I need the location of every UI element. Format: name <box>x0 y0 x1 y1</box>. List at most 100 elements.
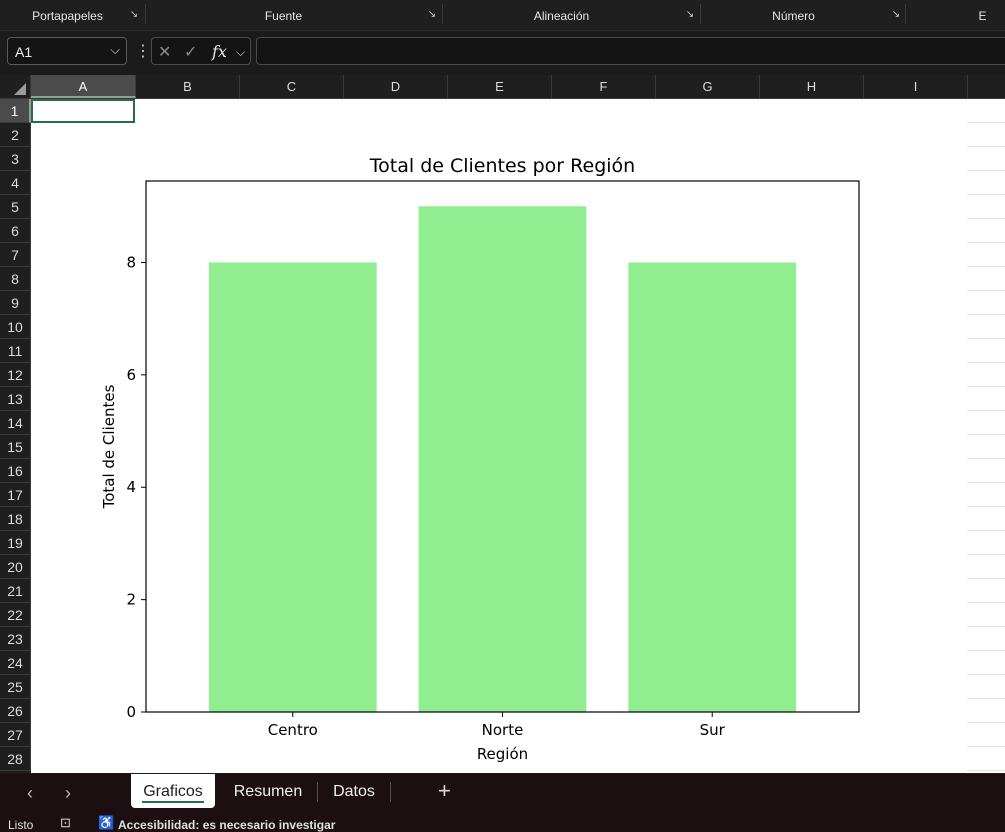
row-header-26[interactable]: 26 <box>0 699 31 723</box>
row-header-28[interactable]: 28 <box>0 747 31 771</box>
formula-bar: A1 ⌵ ⋮ ✕ ✓ fx ⌵ <box>0 31 1005 73</box>
tab-divider <box>317 782 318 802</box>
row-header-27[interactable]: 27 <box>0 723 31 747</box>
row-header-1[interactable]: 1 <box>0 99 31 123</box>
column-header-d[interactable]: D <box>344 75 448 98</box>
status-text: Listo <box>8 818 34 832</box>
chart-title: Total de Clientes por Región <box>369 155 635 177</box>
tab-resumen[interactable]: Resumen <box>220 774 316 808</box>
status-bar: Listo ⊡ ♿ Accesibilidad: es necesario in… <box>0 812 1005 832</box>
ribbon-group-styles: E <box>978 9 987 23</box>
row-header-21[interactable]: 21 <box>0 579 31 603</box>
accessibility-icon[interactable]: ♿ <box>98 815 115 830</box>
row-header-22[interactable]: 22 <box>0 603 31 627</box>
number-launcher-icon[interactable]: ↘ <box>891 9 901 20</box>
column-header-j[interactable] <box>968 75 1005 98</box>
tab-label: Datos <box>333 783 375 800</box>
column-header-b[interactable]: B <box>136 75 240 98</box>
name-box-value: A1 <box>15 44 33 60</box>
select-all-button[interactable] <box>0 75 31 98</box>
ribbon-divider <box>700 4 701 24</box>
row-header-9[interactable]: 9 <box>0 291 31 315</box>
y-tick-label: 2 <box>126 591 136 609</box>
macro-record-icon[interactable]: ⊡ <box>60 815 71 830</box>
row-header-3[interactable]: 3 <box>0 147 31 171</box>
row-header-15[interactable]: 15 <box>0 435 31 459</box>
more-options-icon[interactable]: ⋮ <box>135 43 151 60</box>
row-header-5[interactable]: 5 <box>0 195 31 219</box>
x-tick-label: Centro <box>268 721 318 739</box>
chevron-down-icon[interactable]: ⌵ <box>110 42 120 57</box>
ribbon-group-alignment: Alineación <box>533 9 590 23</box>
y-tick-label: 4 <box>126 478 136 496</box>
chart[interactable]: Total de Clientes por Región Centro Norte S… <box>31 99 967 773</box>
bar-sur <box>628 262 797 712</box>
name-box[interactable]: A1 ⌵ <box>7 37 127 65</box>
column-header-c[interactable]: C <box>240 75 344 98</box>
insert-function-icon[interactable]: fx <box>212 42 227 61</box>
ribbon-group-bar: Portapapeles ↘ Fuente ↘ Alineación ↘ Núm… <box>0 0 1005 31</box>
clipboard-launcher-icon[interactable]: ↘ <box>129 9 139 20</box>
row-header-25[interactable]: 25 <box>0 675 31 699</box>
row-header-13[interactable]: 13 <box>0 387 31 411</box>
ribbon-divider <box>905 4 906 24</box>
row-header-4[interactable]: 4 <box>0 171 31 195</box>
plot-frame <box>145 180 860 713</box>
active-tab-underline <box>142 801 204 803</box>
y-axis-label: Total de Clientes <box>100 384 118 509</box>
x-tick-label: Sur <box>700 721 726 739</box>
column-header-h[interactable]: H <box>760 75 864 98</box>
ribbon-group-number: Número <box>772 9 815 23</box>
row-header-23[interactable]: 23 <box>0 627 31 651</box>
row-header-11[interactable]: 11 <box>0 339 31 363</box>
tab-label: Resumen <box>233 783 303 800</box>
font-launcher-icon[interactable]: ↘ <box>427 9 437 20</box>
ribbon-group-font: Fuente <box>264 9 303 23</box>
column-header-f[interactable]: F <box>552 75 656 98</box>
active-cell <box>31 99 135 123</box>
bar-chart: Total de Clientes por Región Centro Norte S… <box>100 155 860 763</box>
column-header-e[interactable]: E <box>448 75 552 98</box>
enter-check-icon[interactable]: ✓ <box>184 44 198 61</box>
row-header-16[interactable]: 16 <box>0 459 31 483</box>
bar-norte <box>418 206 587 712</box>
column-header-g[interactable]: G <box>656 75 760 98</box>
formula-buttons: ✕ ✓ fx ⌵ <box>151 37 251 65</box>
tab-label: Graficos <box>143 783 203 800</box>
ribbon-divider <box>145 4 146 24</box>
add-sheet-button[interactable]: + <box>438 778 451 803</box>
row-header-20[interactable]: 20 <box>0 555 31 579</box>
formula-input[interactable] <box>256 37 1005 65</box>
column-header-i[interactable]: I <box>864 75 968 98</box>
chevron-down-icon[interactable]: ⌵ <box>236 45 246 59</box>
row-header-7[interactable]: 7 <box>0 243 31 267</box>
row-header-8[interactable]: 8 <box>0 267 31 291</box>
row-header-19[interactable]: 19 <box>0 531 31 555</box>
y-tick-label: 0 <box>126 703 136 721</box>
tab-datos[interactable]: Datos <box>318 774 390 808</box>
sheet-tab-bar: ‹ › Graficos Resumen Datos + <box>0 774 1005 812</box>
row-header-17[interactable]: 17 <box>0 483 31 507</box>
cancel-icon[interactable]: ✕ <box>158 44 172 61</box>
tab-graficos[interactable]: Graficos <box>131 774 215 808</box>
row-header-10[interactable]: 10 <box>0 315 31 339</box>
tab-divider <box>390 782 391 802</box>
x-tick-label: Norte <box>482 721 524 739</box>
row-header-6[interactable]: 6 <box>0 219 31 243</box>
row-header-24[interactable]: 24 <box>0 651 31 675</box>
next-sheet-icon[interactable]: › <box>65 783 71 803</box>
accessibility-status[interactable]: Accesibilidad: es necesario investigar <box>118 818 336 832</box>
row-header-12[interactable]: 12 <box>0 363 31 387</box>
ribbon-divider <box>442 4 443 24</box>
column-header-a[interactable]: A <box>31 75 136 98</box>
row-header-2[interactable]: 2 <box>0 123 31 147</box>
x-axis-label: Región <box>477 745 528 763</box>
y-tick-label: 8 <box>126 253 136 271</box>
alignment-launcher-icon[interactable]: ↘ <box>685 9 695 20</box>
row-header-14[interactable]: 14 <box>0 411 31 435</box>
row-header-18[interactable]: 18 <box>0 507 31 531</box>
previous-sheet-icon[interactable]: ‹ <box>27 783 33 803</box>
ribbon-group-clipboard: Portapapeles <box>32 9 103 23</box>
row-headers: 1 2 3 4 5 6 7 8 9 10 11 12 13 14 15 16 17 18 19 20 21 22 23 24 2… <box>0 99 31 773</box>
